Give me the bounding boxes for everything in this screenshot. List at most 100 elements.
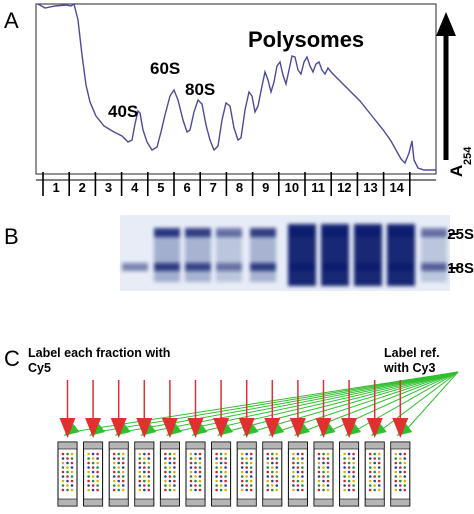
array-spot <box>138 466 142 469</box>
panel-c: C Label each fraction with Cy5 Label ref… <box>4 346 459 507</box>
microarray-slide <box>134 441 155 507</box>
array-spot <box>301 479 304 483</box>
array-spot <box>399 479 402 483</box>
array-spot <box>87 479 90 483</box>
array-spot <box>296 466 300 469</box>
array-spot <box>198 484 202 487</box>
array-spot <box>249 488 253 492</box>
array-spot <box>394 470 398 474</box>
array-spot <box>266 479 270 483</box>
array-spot <box>61 452 65 456</box>
blot-band-18s <box>289 263 315 271</box>
array-spot <box>87 457 90 460</box>
array-spot <box>189 461 193 465</box>
array-spot <box>189 484 193 487</box>
fraction-number: 13 <box>363 180 377 195</box>
array-spot <box>143 457 146 460</box>
array-spot <box>399 461 402 465</box>
array-spot <box>368 466 372 469</box>
cy3-arrow-line <box>378 371 459 433</box>
array-spot <box>198 470 202 474</box>
array-spot <box>117 484 120 487</box>
array-spot <box>121 461 125 465</box>
svg-text:A: A <box>447 165 466 177</box>
array-spot <box>245 484 248 487</box>
blot-band-18s <box>322 263 348 271</box>
array-spot <box>399 484 402 487</box>
cy3-arrow-line <box>71 371 459 433</box>
microarray-slide <box>185 441 206 507</box>
array-spot <box>249 484 253 487</box>
array-spot <box>343 475 346 478</box>
array-spot <box>91 466 95 469</box>
array-spot <box>198 452 202 456</box>
cy5-arrowhead <box>264 418 281 438</box>
array-spot <box>87 488 90 492</box>
array-spot <box>245 461 248 465</box>
array-spot <box>352 457 355 460</box>
array-spot <box>117 479 120 483</box>
cy5-arrowhead <box>161 418 178 438</box>
array-spot <box>173 470 176 474</box>
peak-label-polysomes: Polysomes <box>248 27 364 52</box>
array-spot <box>87 452 90 456</box>
array-spot <box>215 479 218 483</box>
array-spot <box>138 475 142 478</box>
array-spot <box>147 461 151 465</box>
array-spot <box>219 484 223 487</box>
array-spot <box>112 479 116 483</box>
array-spot <box>326 470 330 474</box>
array-spot <box>326 461 330 465</box>
array-spot <box>215 488 218 492</box>
array-spot <box>373 470 377 474</box>
array-spot <box>292 475 295 478</box>
absorbance-trace <box>37 2 436 171</box>
array-spot <box>219 488 223 492</box>
array-spot <box>403 488 407 492</box>
array-spot <box>219 475 223 478</box>
array-spot <box>394 479 398 483</box>
array-spot <box>377 470 381 474</box>
array-spot <box>347 457 351 460</box>
blot-band-25s <box>250 228 276 237</box>
array-spot <box>96 470 99 474</box>
array-spot <box>266 461 270 465</box>
array-spot <box>326 457 330 460</box>
array-spot <box>194 452 197 456</box>
array-spot <box>403 457 407 460</box>
array-spot <box>373 479 377 483</box>
array-spot <box>275 461 279 465</box>
array-spot <box>91 479 95 483</box>
array-spot <box>322 475 325 478</box>
array-spot <box>377 461 381 465</box>
array-spot <box>275 488 279 492</box>
microarray-slide <box>364 441 385 507</box>
blot-lane-smear <box>216 232 242 282</box>
array-spot <box>173 479 176 483</box>
array-spot <box>96 461 99 465</box>
array-spot <box>66 484 69 487</box>
array-spot <box>326 466 330 469</box>
blot-band-25s <box>289 228 315 237</box>
array-spot <box>373 475 377 478</box>
cy5-arrowhead <box>315 418 332 438</box>
array-spot <box>70 484 74 487</box>
array-spot <box>377 479 381 483</box>
array-spot <box>194 479 197 483</box>
array-spot <box>347 484 351 487</box>
array-spot <box>322 466 325 469</box>
array-spot <box>317 452 321 456</box>
array-spot <box>112 461 116 465</box>
cy3-arrow-line <box>122 371 459 433</box>
array-spot <box>296 470 300 474</box>
microarray-slide <box>83 441 104 507</box>
array-spot <box>275 479 279 483</box>
blot-band-25s <box>216 228 242 237</box>
fraction-number: 4 <box>131 180 139 195</box>
array-spot <box>368 461 372 465</box>
fraction-row: 1 2 3 4 5 6 7 8 9 10 11 12 13 14 <box>36 172 436 196</box>
array-spot <box>394 488 398 492</box>
array-spot <box>343 452 346 456</box>
fraction-number: 2 <box>79 180 86 195</box>
fraction-number: 1 <box>52 180 59 195</box>
